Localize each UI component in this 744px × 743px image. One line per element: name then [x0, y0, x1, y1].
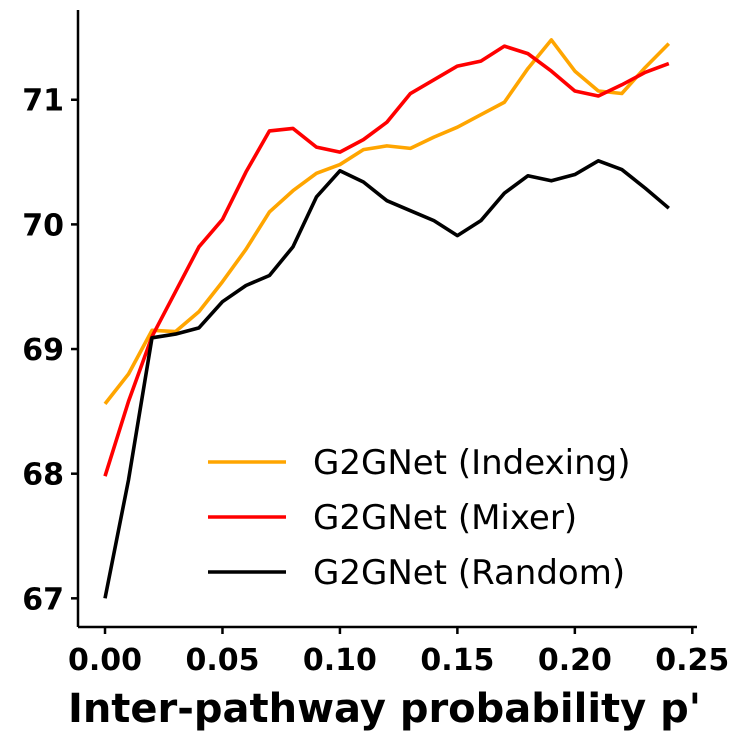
y-tick-label: 70	[22, 208, 64, 243]
x-axis-title: Inter-pathway probability p'	[68, 686, 701, 732]
x-tick-label: 0.20	[538, 643, 612, 678]
x-axis-ticks: 0.00 0.05 0.10 0.15 0.20 0.25	[68, 627, 729, 678]
series-line-3	[103, 159, 670, 599]
y-tick-label: 69	[22, 333, 64, 368]
series-line-1	[103, 38, 671, 405]
x-tick-label: 0.00	[68, 643, 142, 678]
legend-label: G2GNet (Indexing)	[313, 443, 631, 483]
x-tick-label: 0.25	[655, 643, 729, 678]
x-tick-label: 0.15	[420, 643, 494, 678]
x-tick-label: 0.05	[185, 643, 259, 678]
legend: G2GNet (Indexing) G2GNet (Mixer) G2GNet (R…	[208, 443, 631, 593]
y-tick-label: 67	[22, 582, 64, 617]
plot-area	[103, 38, 671, 599]
series-line-2	[103, 44, 670, 477]
y-axis-ticks: 67 68 69 70 71	[22, 84, 78, 617]
legend-label: G2GNet (Random)	[313, 553, 625, 593]
y-tick-label: 68	[22, 458, 64, 493]
legend-label: G2GNet (Mixer)	[313, 498, 577, 538]
y-tick-label: 71	[22, 84, 64, 119]
x-tick-label: 0.10	[303, 643, 377, 678]
